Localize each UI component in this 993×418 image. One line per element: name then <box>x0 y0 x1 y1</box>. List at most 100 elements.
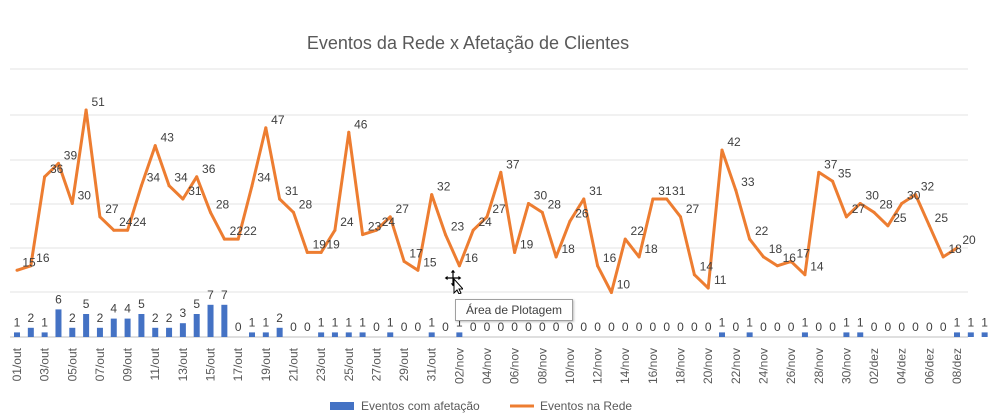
line-point[interactable] <box>886 224 890 228</box>
line-point[interactable] <box>526 202 530 205</box>
bar[interactable] <box>428 332 435 337</box>
line-point[interactable] <box>250 184 254 188</box>
line-point[interactable] <box>485 215 489 219</box>
line-point[interactable] <box>679 215 683 219</box>
line-point[interactable] <box>748 237 752 241</box>
bar[interactable] <box>207 304 214 337</box>
line-point[interactable] <box>540 210 544 214</box>
line-point[interactable] <box>914 193 918 197</box>
line-point[interactable] <box>720 148 724 152</box>
line-point[interactable] <box>623 237 627 241</box>
line-point[interactable] <box>15 268 19 272</box>
bar[interactable] <box>746 332 753 337</box>
line-point[interactable] <box>264 126 268 130</box>
line-series-eventos-na-rede[interactable] <box>15 108 959 294</box>
line-point[interactable] <box>900 202 904 205</box>
line-point[interactable] <box>637 255 641 259</box>
line-point[interactable] <box>29 264 33 268</box>
line-point[interactable] <box>181 197 185 201</box>
bar[interactable] <box>981 332 988 337</box>
bar[interactable] <box>345 332 352 337</box>
line-point[interactable] <box>831 179 835 183</box>
bar[interactable] <box>801 332 808 337</box>
line-point[interactable] <box>817 170 821 174</box>
line-point[interactable] <box>236 237 240 241</box>
line-point[interactable] <box>692 273 696 277</box>
bar[interactable] <box>166 327 173 337</box>
bar[interactable] <box>719 332 725 337</box>
bar[interactable] <box>387 332 394 337</box>
line-point[interactable] <box>609 291 613 294</box>
line-point[interactable] <box>844 215 848 219</box>
bar-series-eventos-com-afetacao[interactable] <box>14 304 993 337</box>
line-point[interactable] <box>361 233 365 237</box>
bar[interactable] <box>954 332 960 337</box>
line-point[interactable] <box>789 259 793 263</box>
bar[interactable] <box>249 332 255 337</box>
line-point[interactable] <box>209 210 213 214</box>
legend[interactable]: Eventos com afetação Eventos na Rede <box>330 399 632 413</box>
line-point[interactable] <box>761 255 765 259</box>
line-point[interactable] <box>319 250 323 254</box>
line-point[interactable] <box>651 197 655 201</box>
line-point[interactable] <box>305 250 309 254</box>
line-point[interactable] <box>139 184 143 188</box>
line-point[interactable] <box>775 264 779 268</box>
line-point[interactable] <box>278 197 282 201</box>
bar[interactable] <box>69 327 76 337</box>
bar[interactable] <box>110 318 117 337</box>
bar[interactable] <box>262 332 269 337</box>
line-point[interactable] <box>596 264 600 268</box>
line-point[interactable] <box>457 264 461 268</box>
line-point[interactable] <box>291 210 295 214</box>
bar[interactable] <box>179 323 186 337</box>
line-point[interactable] <box>513 250 517 254</box>
line-point[interactable] <box>347 130 351 134</box>
line-point[interactable] <box>706 286 710 290</box>
bar[interactable] <box>456 332 463 337</box>
line-point[interactable] <box>927 224 931 228</box>
bar[interactable] <box>152 327 159 337</box>
line-point[interactable] <box>388 215 392 219</box>
bar[interactable] <box>359 332 366 337</box>
bar[interactable] <box>96 327 103 337</box>
bar[interactable] <box>276 327 283 337</box>
bar[interactable] <box>83 314 90 337</box>
line-point[interactable] <box>568 219 572 223</box>
bar[interactable] <box>967 332 974 337</box>
line-point[interactable] <box>70 202 74 205</box>
bar[interactable] <box>221 304 228 337</box>
line-point[interactable] <box>56 161 60 165</box>
line-point[interactable] <box>126 228 130 232</box>
line-point[interactable] <box>872 210 876 214</box>
bar[interactable] <box>843 332 850 337</box>
line-point[interactable] <box>430 193 434 197</box>
bar[interactable] <box>124 318 131 337</box>
line-point[interactable] <box>665 197 669 201</box>
bar[interactable] <box>55 309 62 337</box>
line-point[interactable] <box>222 237 226 241</box>
line-point[interactable] <box>499 170 503 174</box>
line-point[interactable] <box>803 273 807 277</box>
line-point[interactable] <box>195 175 199 179</box>
bar[interactable] <box>27 327 34 337</box>
line-point[interactable] <box>333 228 337 232</box>
bar[interactable] <box>193 314 200 337</box>
line-point[interactable] <box>153 144 157 148</box>
bar[interactable] <box>857 332 864 337</box>
line-point[interactable] <box>167 184 171 188</box>
line-point[interactable] <box>955 246 959 250</box>
line-point[interactable] <box>941 255 945 259</box>
line-point[interactable] <box>112 228 116 232</box>
line-point[interactable] <box>416 268 420 272</box>
line-point[interactable] <box>554 255 558 259</box>
line-point[interactable] <box>402 259 406 263</box>
line-point[interactable] <box>444 233 448 237</box>
bar[interactable] <box>14 332 20 337</box>
bar[interactable] <box>318 332 325 337</box>
bar[interactable] <box>41 332 48 337</box>
bar[interactable] <box>331 332 338 337</box>
line-point[interactable] <box>84 108 88 112</box>
line-point[interactable] <box>858 202 862 205</box>
bar[interactable] <box>138 314 145 337</box>
